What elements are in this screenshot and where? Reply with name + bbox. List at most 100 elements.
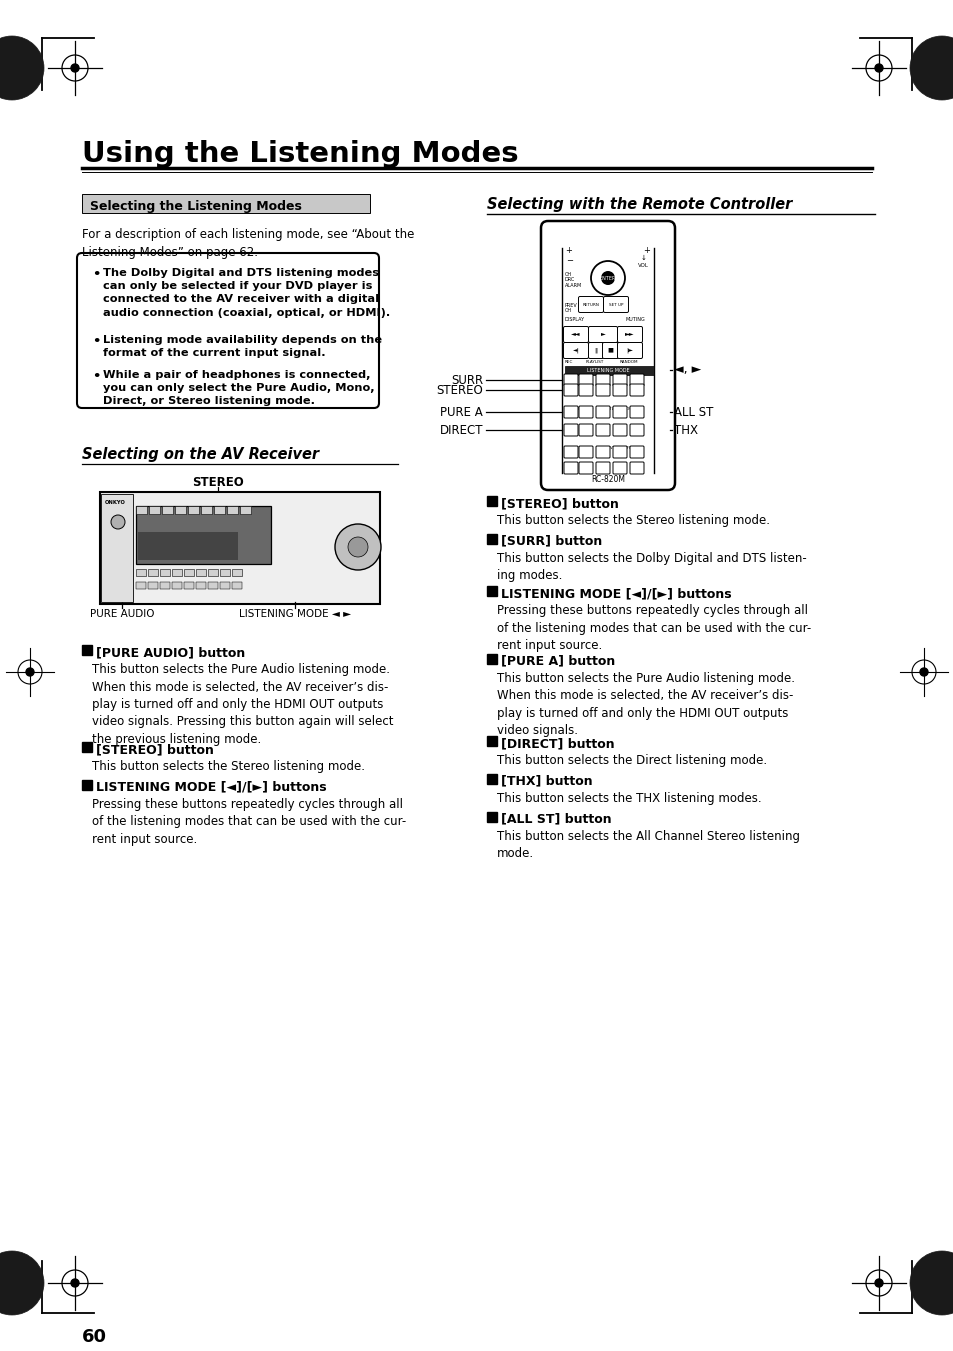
Bar [486,496,497,507]
Text: THX: THX [673,423,698,436]
Bar [486,654,497,663]
Bar [136,569,146,576]
Text: PLAYLIST: PLAYLIST [585,359,604,363]
Bar [172,569,182,576]
Text: Pressing these buttons repeatedly cycles through all
of the listening modes that: Pressing these buttons repeatedly cycles… [497,604,810,653]
FancyBboxPatch shape [613,424,626,436]
Text: PREV
CH: PREV CH [564,303,578,313]
FancyBboxPatch shape [629,374,643,386]
Circle shape [909,1251,953,1315]
FancyBboxPatch shape [596,374,609,386]
Bar [101,494,132,603]
Circle shape [335,524,380,570]
Bar [213,507,225,513]
FancyBboxPatch shape [613,374,626,386]
Text: MUTING: MUTING [625,317,645,322]
FancyBboxPatch shape [77,253,378,408]
Text: DISPLAY: DISPLAY [564,317,584,322]
Text: ALL ST: ALL ST [673,405,713,419]
FancyBboxPatch shape [588,343,603,358]
Text: •: • [91,335,100,349]
Circle shape [26,667,34,676]
Text: [SURR] button: [SURR] button [500,535,601,547]
Text: PURE A: PURE A [439,405,482,419]
FancyBboxPatch shape [540,222,675,490]
Bar [486,534,497,544]
Bar [240,507,251,513]
Text: Using the Listening Modes: Using the Listening Modes [82,141,518,168]
Bar [174,507,186,513]
FancyBboxPatch shape [596,407,609,417]
FancyBboxPatch shape [629,462,643,474]
Text: [PURE A] button: [PURE A] button [500,655,615,667]
Bar [82,644,91,655]
Circle shape [0,1251,44,1315]
Text: [PURE AUDIO] button: [PURE AUDIO] button [96,646,245,659]
Bar [220,569,230,576]
FancyBboxPatch shape [629,407,643,417]
Bar [188,507,199,513]
Bar [486,774,497,784]
Circle shape [348,536,368,557]
FancyBboxPatch shape [603,296,628,312]
Text: [THX] button: [THX] button [500,775,592,788]
FancyBboxPatch shape [588,327,617,343]
Text: +: + [564,246,571,255]
Circle shape [71,63,79,72]
Bar [220,582,230,589]
FancyBboxPatch shape [613,446,626,458]
FancyBboxPatch shape [563,384,578,396]
Bar [138,532,237,561]
Bar [195,569,206,576]
Bar [208,582,218,589]
Bar [227,507,237,513]
Circle shape [909,36,953,100]
FancyBboxPatch shape [613,384,626,396]
FancyBboxPatch shape [617,343,641,358]
Text: This button selects the All Channel Stereo listening
mode.: This button selects the All Channel Ster… [497,830,800,861]
FancyBboxPatch shape [563,462,578,474]
FancyBboxPatch shape [563,327,588,343]
Text: LISTENING MODE [◄]/[►] buttons: LISTENING MODE [◄]/[►] buttons [500,588,731,600]
FancyBboxPatch shape [629,446,643,458]
Bar [136,582,146,589]
Bar [486,736,497,746]
Text: LISTENING MODE ◄ ►: LISTENING MODE ◄ ► [238,609,351,619]
Text: SET UP: SET UP [608,303,622,307]
Text: STEREO: STEREO [192,476,244,489]
Text: Listening mode availability depends on the
format of the current input signal.: Listening mode availability depends on t… [103,335,382,358]
FancyBboxPatch shape [578,424,593,436]
Text: ↓: ↓ [640,255,646,261]
FancyBboxPatch shape [629,384,643,396]
Bar [160,569,170,576]
Circle shape [71,1279,79,1288]
Bar [172,582,182,589]
Bar [486,586,497,596]
Text: STEREO: STEREO [436,384,482,396]
FancyBboxPatch shape [602,343,618,358]
Text: RC-820M: RC-820M [590,476,624,484]
Text: ◄, ►: ◄, ► [673,363,700,377]
Text: REC: REC [564,359,573,363]
FancyBboxPatch shape [563,374,578,386]
Text: For a description of each listening mode, see “About the
Listening Modes” on pag: For a description of each listening mode… [82,228,414,259]
Text: PLY.MOD: PLY.MOD [621,407,639,411]
Text: 60: 60 [82,1328,107,1346]
Text: +: + [642,246,649,255]
Text: [STEREO] button: [STEREO] button [96,743,213,757]
Text: •: • [91,267,100,281]
Circle shape [111,515,125,530]
Text: ‖: ‖ [594,347,597,353]
Text: REPEAT: REPEAT [564,407,580,411]
Text: DIRECT: DIRECT [439,423,482,436]
Text: Selecting on the AV Receiver: Selecting on the AV Receiver [82,447,319,462]
Text: This button selects the THX listening modes.: This button selects the THX listening mo… [497,792,760,805]
Bar [136,507,271,563]
Text: SUBTITLE: SUBTITLE [598,407,617,411]
Bar [564,366,654,376]
Bar [82,742,91,753]
Text: This button selects the Pure Audio listening mode.
When this mode is selected, t: This button selects the Pure Audio liste… [497,671,794,738]
Text: [ALL ST] button: [ALL ST] button [500,812,611,825]
FancyBboxPatch shape [613,462,626,474]
Bar [82,780,91,790]
